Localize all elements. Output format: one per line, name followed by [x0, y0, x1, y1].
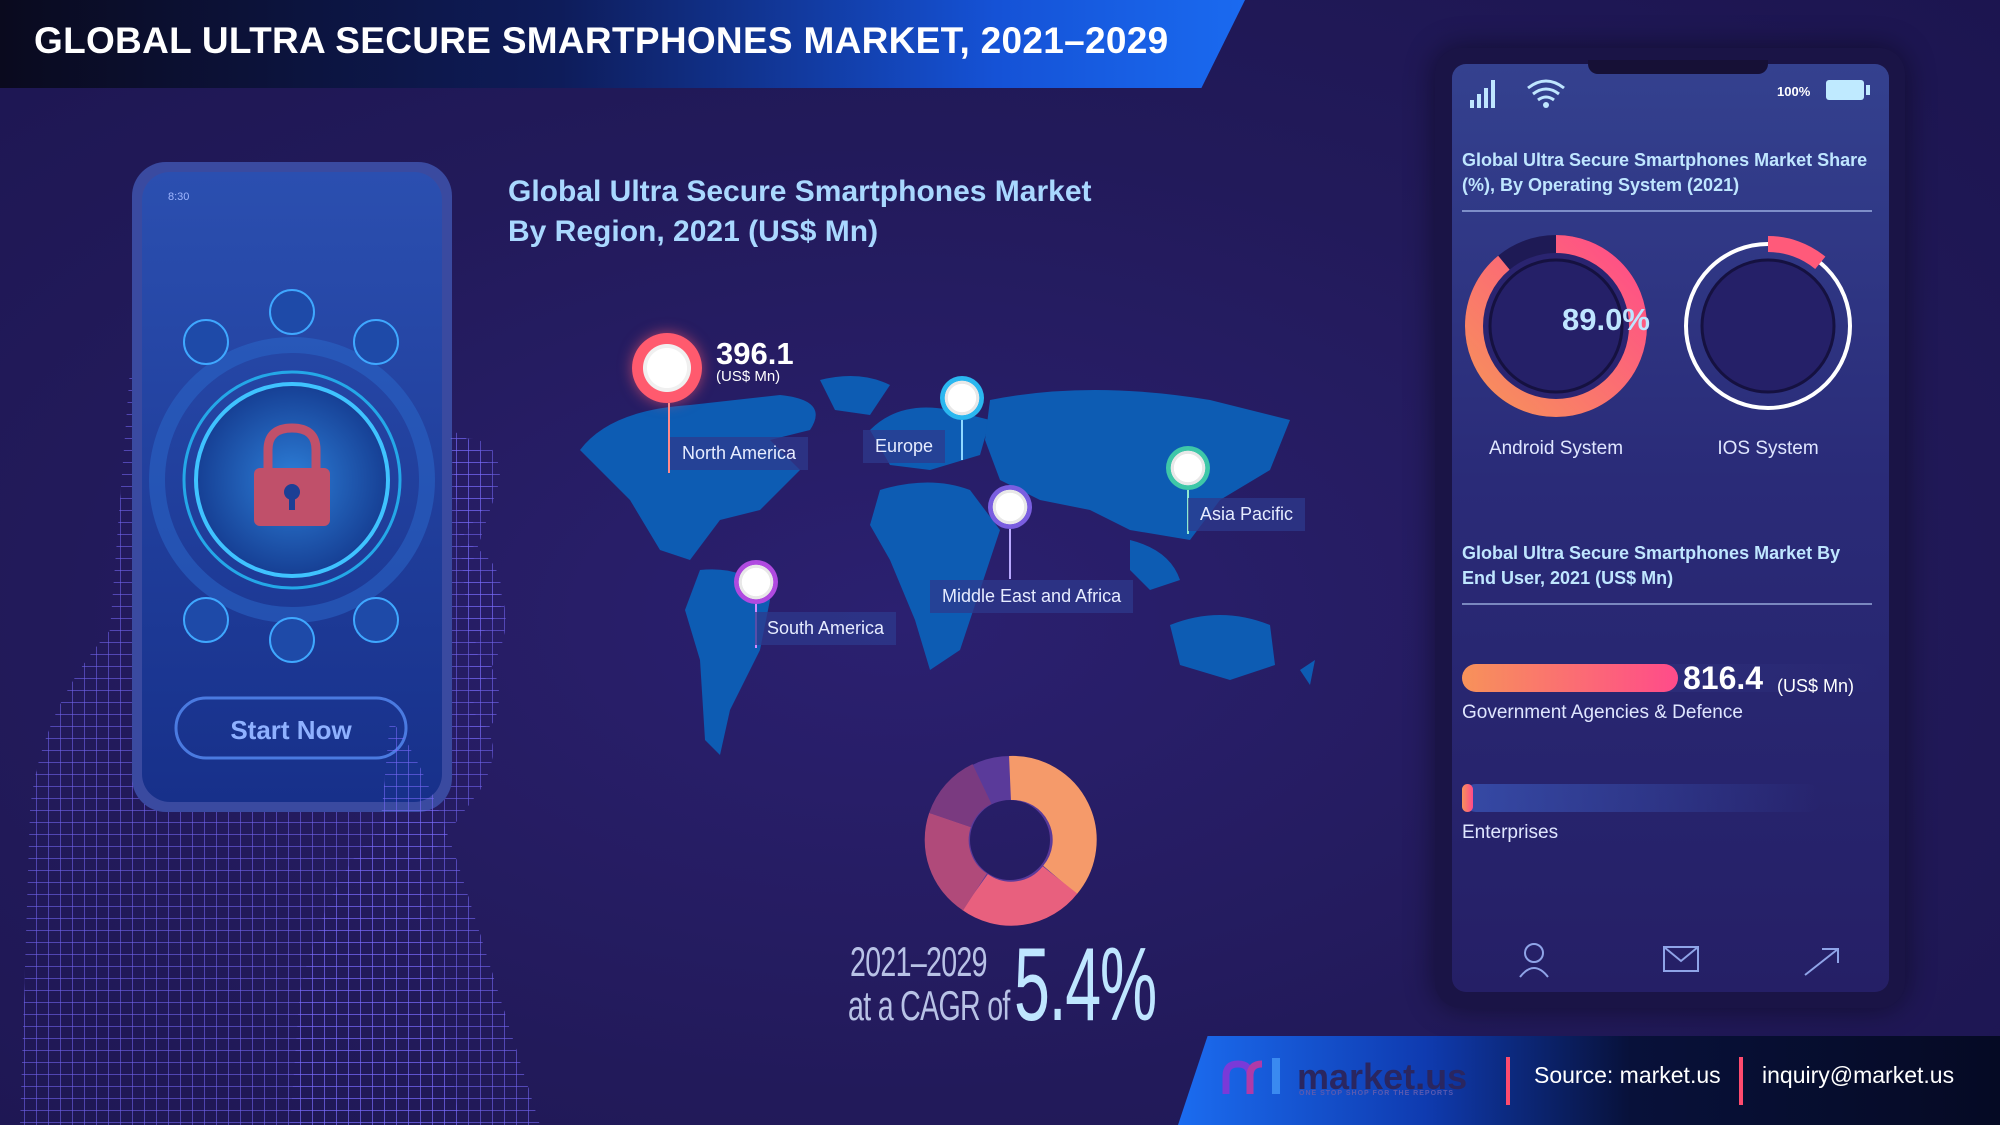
brand-tagline: ONE STOP SHOP FOR THE REPORTS [1299, 1090, 1455, 1097]
phone-nav-bar [1519, 943, 1839, 978]
end-user-chart-title: Global Ultra Secure Smartphones Market B… [1462, 543, 1841, 588]
android-share-arc [1465, 235, 1647, 417]
android-share-value: 89.0% [1562, 302, 1650, 337]
android-label: Android System [1488, 438, 1624, 459]
middle-east-africa-stem [1009, 529, 1011, 579]
os-chart-title: Global Ultra Secure Smartphones Market S… [1462, 150, 1868, 195]
region-label-asia-pacific: Asia Pacific [1188, 498, 1306, 531]
signal-icon [1470, 80, 1495, 108]
os-divider [1462, 210, 1872, 212]
footer-source: Source: market.us [1534, 1062, 1721, 1088]
region-label-south-america: South America [755, 612, 897, 645]
market-us-logo-icon [1222, 1058, 1280, 1094]
mail-icon [1663, 946, 1699, 972]
region-donut-chart [924, 755, 1097, 926]
region-title-line1: Global Ultra Secure Smartphones Market [508, 175, 1092, 208]
europe-stem [961, 420, 963, 460]
middle-east-africa-pin [988, 485, 1032, 529]
footer-email[interactable]: inquiry@market.us [1762, 1062, 1955, 1088]
phone-time: 8:30 [168, 191, 189, 203]
battery-icon [1826, 80, 1864, 100]
cagr-label: at a CAGR of [848, 982, 1010, 1029]
north-america-value: 396.1 [716, 336, 794, 371]
region-label-europe: Europe [863, 430, 946, 463]
right-phone-screen [1452, 64, 1889, 992]
gov-unit: (US$ Mn) [1777, 676, 1855, 696]
cagr-years: 2021–2029 [850, 938, 988, 985]
region-label-middle-east-africa: Middle East and Africa [930, 580, 1134, 613]
ios-share-arc [1678, 236, 1858, 416]
end-user-divider [1462, 603, 1872, 605]
title-banner [0, 0, 1245, 88]
cagr-value: 5.4% [1014, 927, 1157, 1043]
region-title-line2: By Region, 2021 (US$ Mn) [508, 215, 879, 248]
os-share-donuts [1465, 235, 1858, 417]
battery-percentage: 100% [1777, 84, 1811, 99]
north-america-pin [632, 333, 702, 403]
world-map [580, 376, 1315, 755]
ios-label: IOS System [1717, 438, 1819, 459]
gov-value: 816.4 [1683, 660, 1764, 696]
gov-bar [1462, 664, 1678, 692]
region-chart-title: Global Ultra Secure Smartphones Market B… [508, 172, 1148, 252]
europe-pin [940, 376, 984, 420]
footer-bar [1178, 1036, 2000, 1125]
brand-name: market.us [1297, 1056, 1468, 1097]
asia-pacific-pin [1166, 446, 1210, 490]
share-arrow-icon [1804, 948, 1839, 976]
user-icon [1519, 943, 1549, 978]
page-title: GLOBAL ULTRA SECURE SMARTPHONES MARKET, … [34, 20, 1169, 61]
ent-bar-track [1462, 784, 1822, 812]
gov-label: Government Agencies & Defence [1462, 702, 1743, 723]
footer-separator-1 [1506, 1057, 1510, 1105]
start-now-label: Start Now [230, 715, 352, 745]
footer-separator-2 [1739, 1057, 1743, 1105]
wifi-icon [1527, 79, 1565, 102]
ent-label: Enterprises [1462, 822, 1559, 843]
phone-notch [1588, 60, 1768, 74]
left-phone-illustration: 8:30 Start Now [20, 162, 540, 1125]
region-label-north-america: North America [670, 437, 809, 470]
battery-tip [1866, 85, 1870, 95]
south-america-pin [734, 560, 778, 604]
north-america-unit: (US$ Mn) [716, 368, 781, 385]
north-america-stem [668, 403, 670, 473]
ent-bar [1462, 784, 1473, 812]
status-bar-icons [1470, 79, 1565, 108]
